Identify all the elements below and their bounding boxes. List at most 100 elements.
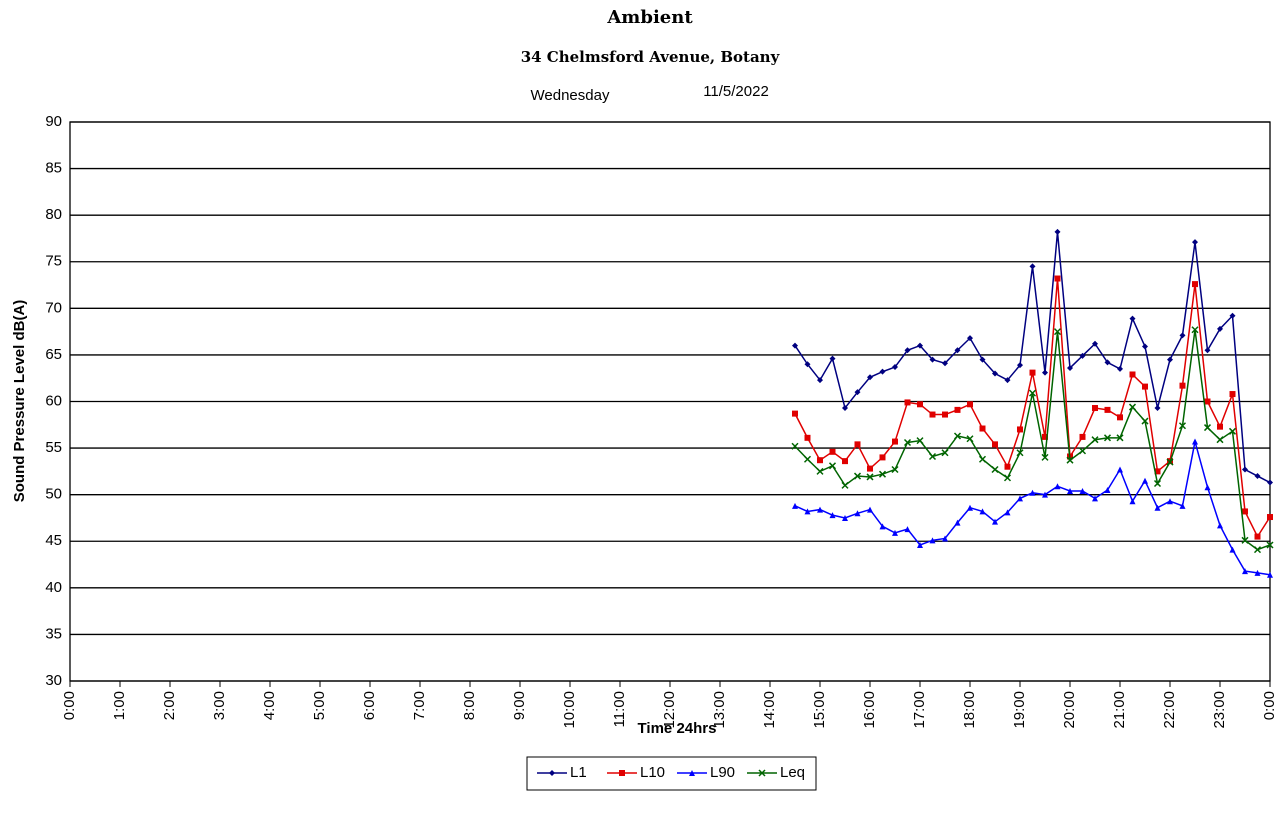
data-point — [1203, 424, 1212, 432]
data-point — [1166, 458, 1174, 466]
data-point — [942, 411, 948, 418]
data-point — [879, 454, 886, 461]
x-tick-label: 14:00 — [761, 691, 778, 729]
data-point — [978, 455, 987, 463]
data-point — [1267, 571, 1273, 578]
data-point — [892, 438, 898, 445]
data-point — [841, 481, 849, 489]
plot-frame — [69, 121, 1271, 682]
data-point — [904, 399, 911, 406]
data-point — [1154, 468, 1161, 475]
data-point — [842, 405, 848, 412]
data-point — [967, 401, 973, 408]
x-tick-label: 3:00 — [211, 691, 228, 720]
data-point — [979, 508, 986, 515]
x-tick-label: 21:00 — [1111, 691, 1128, 729]
data-point — [792, 342, 798, 349]
data-point — [1179, 332, 1186, 339]
data-point — [1142, 477, 1148, 484]
x-tick-label: 22:00 — [1161, 691, 1178, 729]
data-point — [1042, 491, 1048, 498]
data-point — [1154, 405, 1161, 412]
data-point — [1142, 383, 1148, 390]
x-tick-label: 10:00 — [561, 691, 578, 729]
data-point — [1117, 414, 1123, 421]
y-tick-label: 80 — [45, 206, 62, 223]
data-point — [804, 434, 811, 441]
data-point — [866, 473, 874, 481]
x-tick-label: 8:00 — [461, 691, 478, 720]
legend-marker — [619, 770, 625, 776]
data-point — [817, 457, 823, 464]
data-point — [792, 410, 798, 417]
x-tick-label: 4:00 — [261, 691, 278, 720]
chart-subtitle: 34 Chelmsford Avenue, Botany — [521, 48, 781, 66]
x-tick-label: 19:00 — [1011, 691, 1028, 729]
legend-label: L1 — [570, 764, 587, 781]
data-point — [992, 441, 998, 448]
data-point — [1178, 422, 1187, 430]
data-point — [804, 508, 811, 515]
legend-label: L90 — [710, 764, 735, 781]
legend-label: L10 — [640, 764, 665, 781]
data-point — [1141, 417, 1149, 425]
x-tick-label: 16:00 — [861, 691, 878, 729]
y-tick-label: 70 — [45, 299, 62, 316]
data-point — [1128, 403, 1137, 411]
data-point — [1216, 436, 1224, 444]
data-point — [1229, 391, 1236, 398]
y-tick-label: 55 — [45, 439, 62, 456]
y-axis-title: Sound Pressure Level dB(A) — [11, 300, 28, 503]
x-tick-label: 9:00 — [511, 691, 528, 720]
y-tick-label: 75 — [45, 253, 62, 270]
data-point — [1179, 502, 1186, 509]
data-point — [967, 504, 973, 511]
data-point — [1192, 281, 1198, 288]
data-point — [1028, 389, 1037, 397]
data-point — [1004, 463, 1011, 470]
data-point — [992, 518, 998, 525]
data-point — [1217, 325, 1223, 332]
y-tick-label: 60 — [45, 392, 62, 409]
data-point — [1078, 447, 1087, 455]
data-point — [1104, 487, 1111, 494]
data-point — [966, 435, 974, 443]
data-point — [904, 526, 911, 533]
data-point — [829, 512, 836, 519]
data-point — [892, 529, 898, 536]
data-point — [1167, 498, 1173, 505]
data-point — [1266, 541, 1274, 549]
x-tick-label: 6:00 — [361, 691, 378, 720]
data-point — [1079, 352, 1086, 359]
data-point — [941, 449, 949, 457]
data-point — [817, 377, 823, 384]
data-point — [954, 519, 961, 526]
data-point — [942, 360, 948, 367]
data-point — [1229, 312, 1236, 319]
data-point — [1129, 498, 1136, 505]
data-point — [817, 506, 823, 513]
data-point — [917, 401, 923, 408]
data-point — [867, 465, 873, 472]
data-point — [1154, 504, 1161, 511]
x-tick-label: 15:00 — [811, 691, 828, 729]
x-tick-label: 1:00 — [111, 691, 128, 720]
data-point — [1066, 456, 1074, 464]
data-point — [804, 361, 811, 368]
data-point — [792, 502, 798, 509]
data-point — [1129, 315, 1136, 322]
data-point — [1003, 474, 1012, 482]
data-point — [1254, 569, 1261, 576]
data-point — [917, 342, 923, 349]
data-point — [1092, 495, 1098, 502]
data-point — [1117, 466, 1123, 473]
data-point — [1029, 263, 1036, 270]
x-tick-label: 20:00 — [1061, 691, 1078, 729]
data-point — [1042, 369, 1048, 376]
data-point — [791, 442, 799, 450]
data-point — [929, 411, 936, 418]
legend-label: Leq — [780, 764, 805, 781]
x-tick-label: 23:00 — [1211, 691, 1228, 729]
date-label: 11/5/2022 — [703, 83, 769, 100]
x-tick-label: 7:00 — [411, 691, 428, 720]
